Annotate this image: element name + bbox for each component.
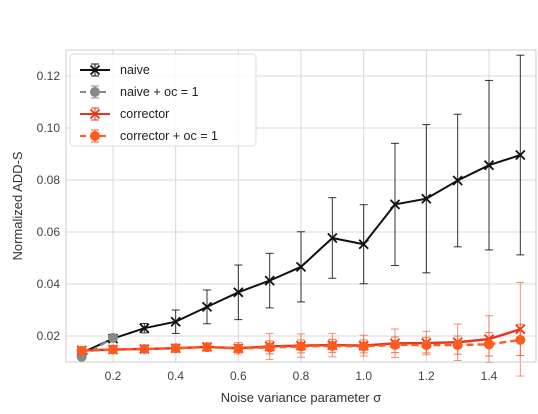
y-tick-label: 0.12 xyxy=(37,69,61,83)
data-point xyxy=(327,232,338,244)
x-tick-label: 1.0 xyxy=(355,369,372,383)
legend-label-corrector: corrector xyxy=(120,107,169,121)
legend-marker xyxy=(89,64,101,76)
y-axis-title: Normalized ADD-S xyxy=(10,151,25,260)
marker-stroke xyxy=(389,199,401,210)
series-line xyxy=(81,336,114,358)
legend-marker xyxy=(90,131,100,141)
data-point xyxy=(108,344,118,355)
data-point xyxy=(296,341,306,352)
marker-stroke xyxy=(89,64,101,76)
marker-stroke xyxy=(170,316,181,327)
data-point xyxy=(358,341,369,352)
data-point xyxy=(139,323,150,334)
marker-stroke xyxy=(327,232,338,244)
marker-stroke xyxy=(233,287,244,298)
data-point xyxy=(139,344,150,354)
data-point xyxy=(421,340,432,351)
y-tick-label: 0.08 xyxy=(37,173,61,187)
data-point xyxy=(295,261,307,272)
marker-stroke xyxy=(421,193,432,204)
y-axis-ticks: 0.02 0.04 0.06 0.08 0.10 0.12 xyxy=(37,69,61,343)
data-point xyxy=(389,199,401,210)
x-tick-label: 0.6 xyxy=(230,369,247,383)
y-tick-label: 0.02 xyxy=(37,329,61,343)
y-tick-label: 0.04 xyxy=(37,277,61,291)
marker-stroke xyxy=(515,149,526,161)
data-point xyxy=(484,339,494,350)
marker-stroke xyxy=(483,160,495,171)
data-point xyxy=(515,149,526,161)
marker-stroke xyxy=(358,239,369,250)
marker-stroke xyxy=(139,323,150,334)
data-point xyxy=(421,193,432,204)
legend-box xyxy=(69,53,257,147)
series-0 xyxy=(76,54,526,359)
data-point xyxy=(452,175,463,186)
data-point xyxy=(327,340,338,351)
data-point xyxy=(170,343,181,354)
series-3 xyxy=(76,323,526,357)
legend-handle-3 xyxy=(80,129,110,143)
y-tick-label: 0.10 xyxy=(37,121,61,135)
x-axis-ticks: 0.2 0.4 0.6 0.8 1.0 1.2 1.4 xyxy=(105,369,498,383)
data-point xyxy=(201,301,213,313)
marker-stroke xyxy=(264,275,275,286)
marker-stroke xyxy=(201,301,213,313)
x-tick-label: 0.8 xyxy=(293,369,310,383)
data-point xyxy=(233,287,244,298)
legend-handle-2 xyxy=(80,107,110,121)
data-point xyxy=(264,275,275,286)
legend-handle-0 xyxy=(80,63,110,77)
data-series xyxy=(76,54,526,377)
data-point xyxy=(170,316,181,327)
data-point xyxy=(390,339,400,350)
legend: naive naive + oc = 1 corrector corrector… xyxy=(69,53,257,147)
legend-marker xyxy=(90,87,100,97)
y-tick-label: 0.06 xyxy=(37,225,61,239)
marker-stroke xyxy=(295,261,307,272)
x-tick-label: 1.2 xyxy=(418,369,435,383)
marker-stroke xyxy=(452,175,463,186)
legend-marker xyxy=(89,108,101,120)
data-point xyxy=(358,239,369,250)
data-point xyxy=(483,160,495,171)
legend-label-corrector-oc: corrector + oc = 1 xyxy=(120,129,218,143)
legend-items xyxy=(80,63,110,143)
marker-stroke xyxy=(89,108,101,120)
data-point xyxy=(76,345,87,356)
x-tick-label: 1.4 xyxy=(481,369,498,383)
data-point xyxy=(264,342,275,353)
legend-label-naive: naive xyxy=(120,63,150,77)
data-point xyxy=(233,343,244,354)
x-tick-label: 0.2 xyxy=(105,369,122,383)
x-tick-label: 0.4 xyxy=(167,369,184,383)
x-axis-title: Noise variance parameter σ xyxy=(221,390,381,405)
data-point xyxy=(108,332,118,343)
data-point xyxy=(515,334,526,345)
plot-frame xyxy=(65,49,537,363)
legend-label-naive-oc: naive + oc = 1 xyxy=(120,85,199,99)
legend-handle-1 xyxy=(80,85,110,99)
series-line xyxy=(81,338,521,353)
data-point xyxy=(452,340,463,351)
data-point xyxy=(202,342,212,353)
